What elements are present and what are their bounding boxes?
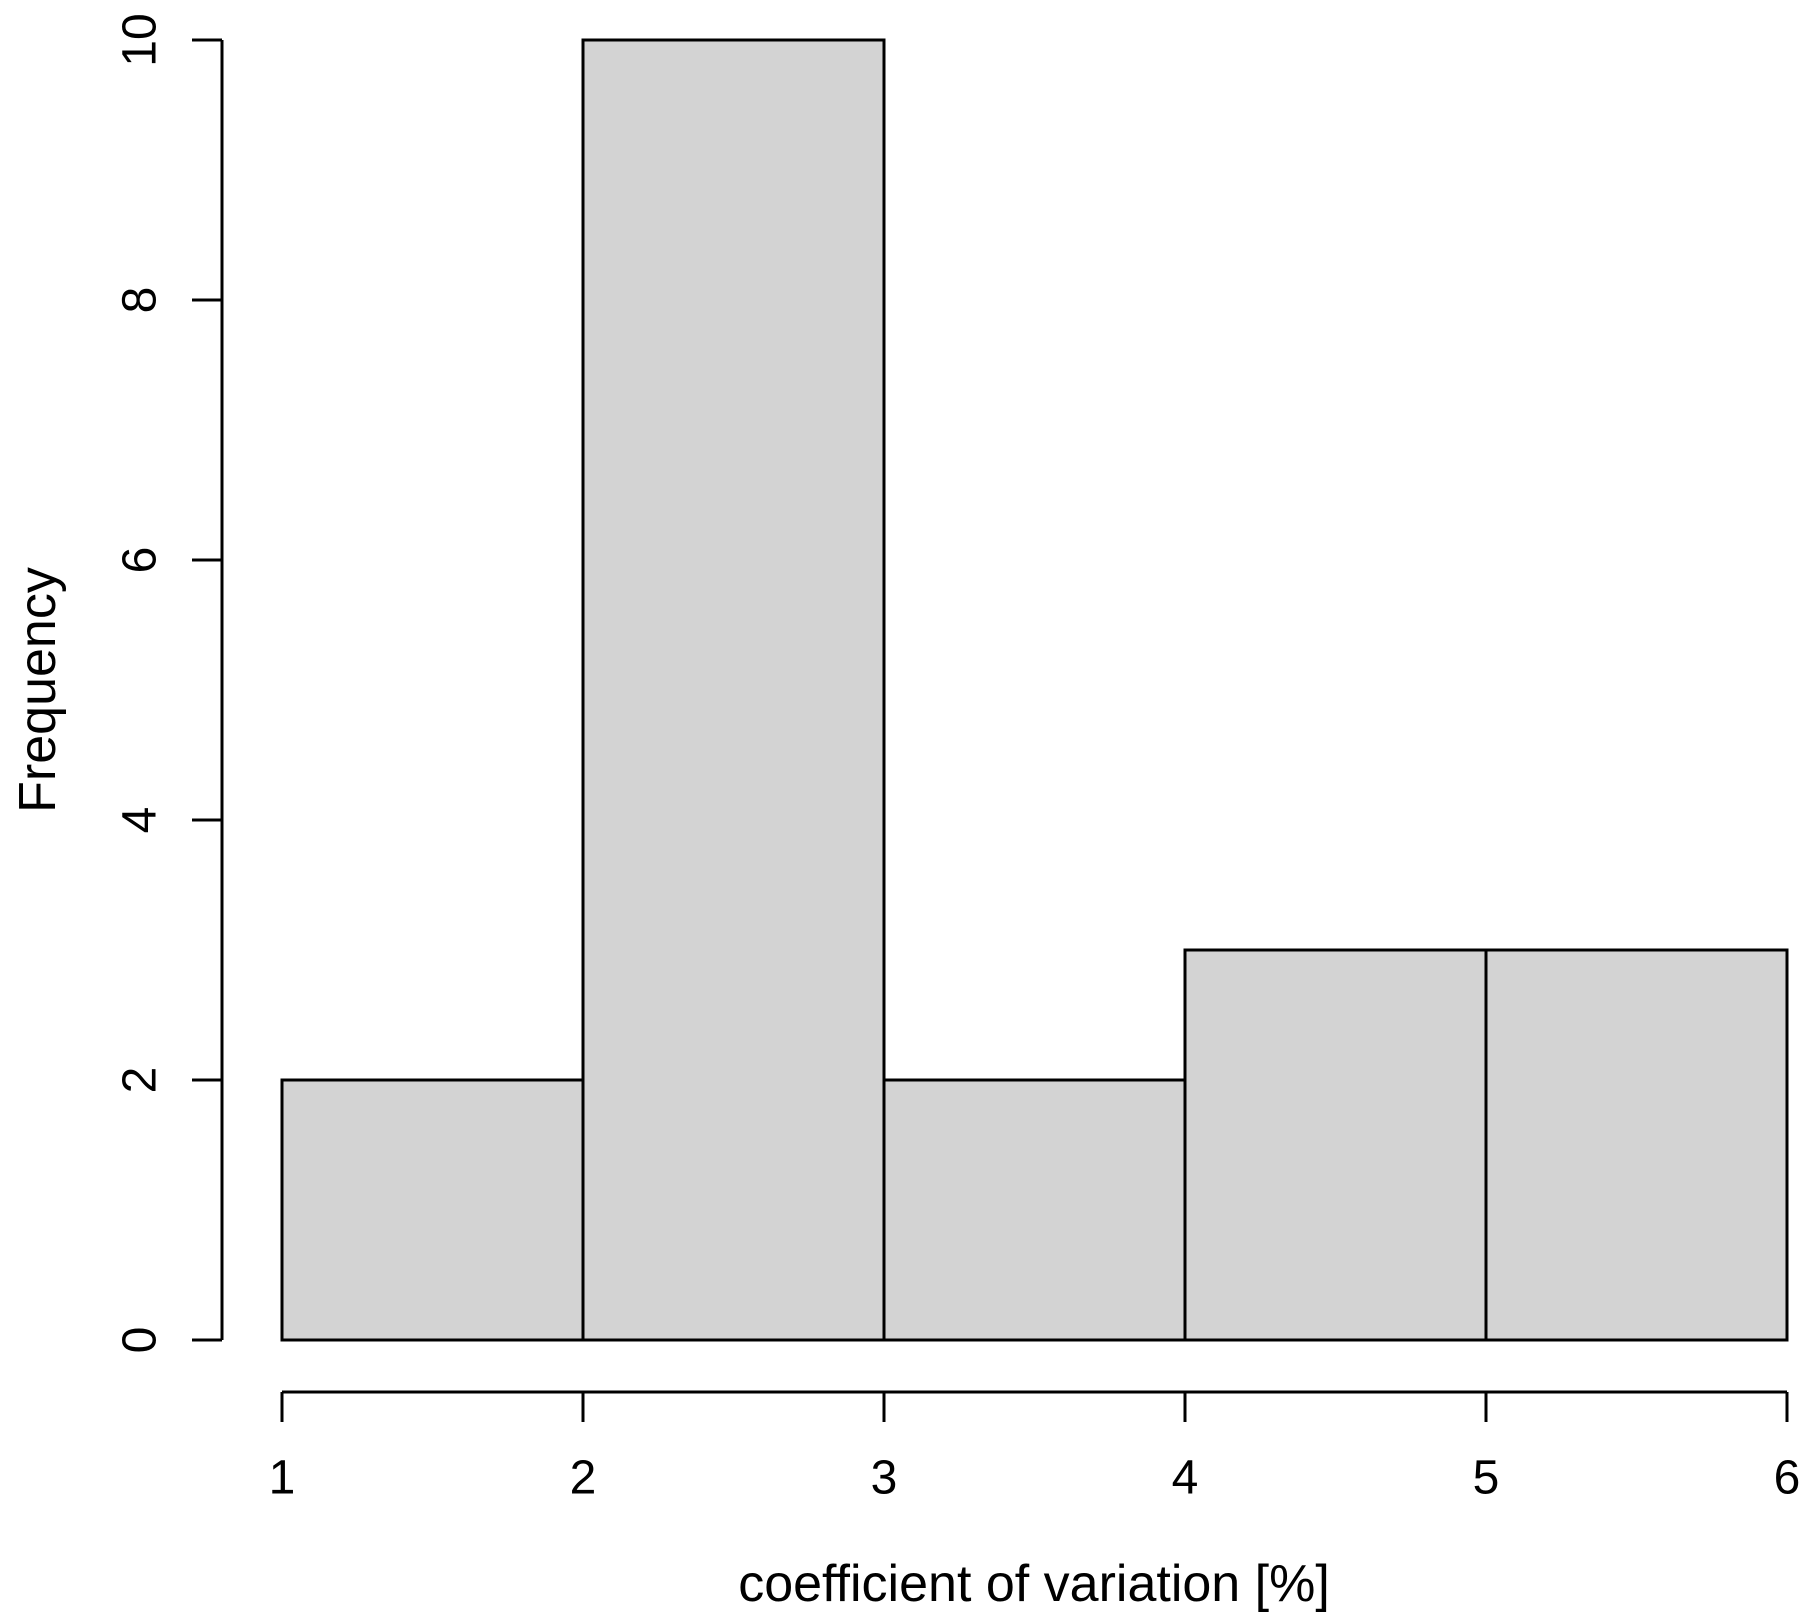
y-tick-label: 8 <box>114 287 167 314</box>
x-tick-label: 2 <box>570 1452 597 1505</box>
y-tick-label: 4 <box>114 807 167 834</box>
x-tick-label: 6 <box>1774 1452 1801 1505</box>
histogram-bar <box>280 1078 585 1342</box>
y-axis-title: Frequency <box>9 567 67 813</box>
x-axis-title: coefficient of variation [%] <box>738 1555 1330 1613</box>
x-tick-label: 3 <box>871 1452 898 1505</box>
x-tick-label: 5 <box>1473 1452 1500 1505</box>
x-tick-label: 1 <box>269 1452 296 1505</box>
histogram-bar <box>882 1078 1187 1342</box>
histogram-bar <box>1484 948 1789 1342</box>
x-tick-label: 4 <box>1172 1452 1199 1505</box>
histogram-bar <box>581 38 886 1342</box>
y-tick-label: 6 <box>114 547 167 574</box>
histogram-bar <box>1183 948 1488 1342</box>
y-tick-label: 10 <box>114 13 167 66</box>
y-tick-label: 2 <box>114 1067 167 1094</box>
y-tick-label: 0 <box>114 1327 167 1354</box>
